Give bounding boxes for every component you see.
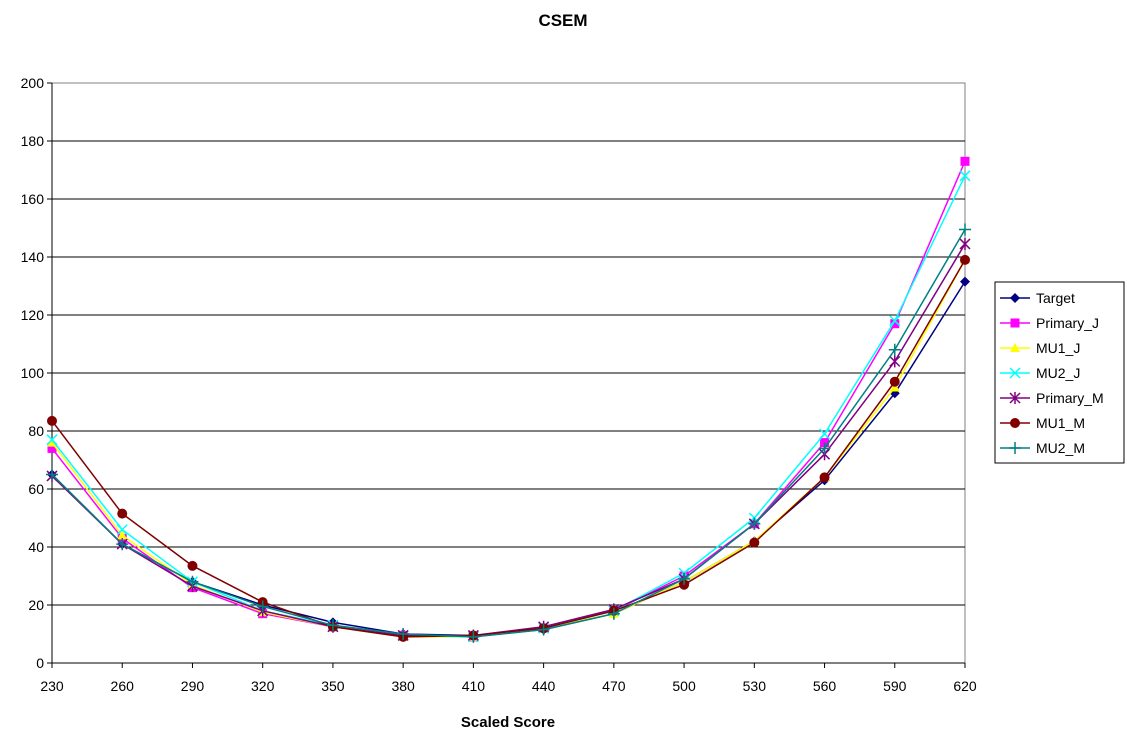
data-point-mu2-m [678,572,691,585]
x-tick-label: 290 [181,678,205,694]
data-point-mu1-m [889,376,900,387]
data-point-mu2-m [186,575,199,588]
legend-item-target: Target [1000,290,1075,306]
data-point-mu2-m [116,538,129,551]
y-tick-label: 120 [21,307,45,323]
x-tick-label: 560 [813,678,837,694]
data-point-mu2-m [467,630,480,643]
data-point-mu1-m [960,254,970,265]
x-tick-label: 320 [251,678,275,694]
legend-item-primary-m: Primary_M [1000,390,1104,406]
data-point-mu2-m [959,223,971,236]
x-tick-label: 350 [321,678,345,694]
legend-swatch-marker [1010,318,1020,328]
legend-swatch-marker [1010,418,1020,428]
legend-label: Primary_M [1036,390,1104,406]
legend-label: MU2_J [1036,365,1080,381]
data-point-mu1-m [819,472,830,483]
chart-title: CSEM [538,11,587,30]
data-point-mu2-m [326,619,339,632]
data-point-mu2-m [537,623,550,636]
y-tick-label: 160 [21,191,45,207]
legend-swatch-marker [1009,442,1021,454]
plot-area: 0 20 40 60 80 100 120 140 160 180 200 230 260 290 320… [21,75,977,694]
y-tick-label: 100 [21,365,45,381]
series-mu1-m [47,254,970,642]
x-tick-label: 590 [883,678,907,694]
data-point-primary-m [889,355,901,368]
data-point-target [960,276,970,287]
data-point-mu1-m [117,508,128,519]
legend-item-mu1-m: MU1_M [1000,415,1085,431]
legend-label: Target [1036,290,1075,306]
data-point-mu2-j [959,170,971,182]
y-tick-label: 180 [21,133,45,149]
x-axis-ticks: 230 260 290 320 350 380 410 440 470 500 530 560 590 6… [40,662,977,694]
y-tick-label: 200 [21,75,45,91]
series-line-mu1-m [51,259,966,638]
legend-label: Primary_J [1036,315,1099,331]
y-tick-label: 140 [21,249,45,265]
legend-swatch-marker [1010,343,1020,352]
x-tick-label: 530 [743,678,767,694]
legend-swatch-marker [1009,392,1021,404]
data-point-mu1-j [889,382,900,392]
series-line-mu2-m [51,229,966,638]
data-point-primary-m [959,237,971,250]
data-point-mu2-m [748,517,761,530]
data-point-mu2-j [46,434,58,446]
x-tick-label: 440 [532,678,556,694]
data-point-mu2-j [819,428,831,440]
legend-item-mu2-m: MU2_M [1000,440,1085,456]
legend-label: MU1_J [1036,340,1080,356]
data-point-primary-j [47,443,57,453]
x-tick-label: 380 [391,678,415,694]
y-tick-label: 0 [36,655,44,671]
legend-item-primary-j: Primary_J [1000,315,1099,331]
series-mu2-m [46,223,971,643]
x-tick-label: 230 [40,678,64,694]
data-point-primary-j [960,156,970,166]
data-point-mu2-m [256,600,269,613]
legend-item-mu1-j: MU1_J [1000,340,1080,356]
data-point-mu2-j [116,524,128,536]
data-point-primary-j [890,319,900,329]
x-tick-label: 500 [672,678,696,694]
legend-swatch-marker [1010,293,1020,303]
legend-item-mu2-j: MU2_J [1000,365,1080,381]
legend-label: MU1_M [1036,415,1085,431]
gridlines [52,140,965,606]
x-tick-label: 410 [462,678,486,694]
x-tick-label: 470 [602,678,626,694]
data-point-mu1-j [117,530,128,540]
x-axis-title: Scaled Score [461,714,555,731]
legend: Target Primary_J MU1_J MU2_J Primary_M MU1_M M… [994,281,1125,464]
series-layer [46,156,971,643]
data-point-mu1-m [187,560,198,571]
data-point-mu1-m [749,537,760,548]
data-point-mu2-m [46,468,58,481]
y-axis-ticks: 0 20 40 60 80 100 120 140 160 180 200 [21,75,53,671]
y-tick-label: 40 [28,539,44,555]
legend-swatch-marker [1009,367,1021,379]
y-tick-label: 60 [28,481,44,497]
data-point-mu2-m [607,607,620,620]
data-point-mu1-j [47,437,57,447]
y-tick-label: 20 [28,597,44,613]
data-point-mu2-m [397,628,410,640]
legend-label: MU2_M [1036,440,1085,456]
data-point-mu2-j [889,315,901,327]
legend-items: Target Primary_J MU1_J MU2_J Primary_M MU1_M M… [1000,290,1104,456]
data-point-mu2-m [818,442,831,455]
data-point-mu2-m [888,343,901,356]
x-tick-label: 620 [953,678,977,694]
y-tick-label: 80 [28,423,44,439]
data-point-mu1-m [47,415,57,426]
x-tick-label: 260 [111,678,135,694]
